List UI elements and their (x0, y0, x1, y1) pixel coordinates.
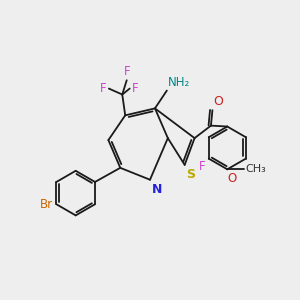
Text: Br: Br (40, 198, 53, 211)
Text: F: F (123, 65, 130, 78)
Text: O: O (213, 95, 223, 108)
Text: S: S (186, 168, 195, 181)
Text: N: N (152, 183, 162, 196)
Text: CH₃: CH₃ (245, 164, 266, 174)
Text: O: O (228, 172, 237, 185)
Text: F: F (100, 82, 106, 95)
Text: NH₂: NH₂ (168, 76, 190, 89)
Text: F: F (132, 82, 139, 95)
Text: F: F (199, 160, 206, 173)
